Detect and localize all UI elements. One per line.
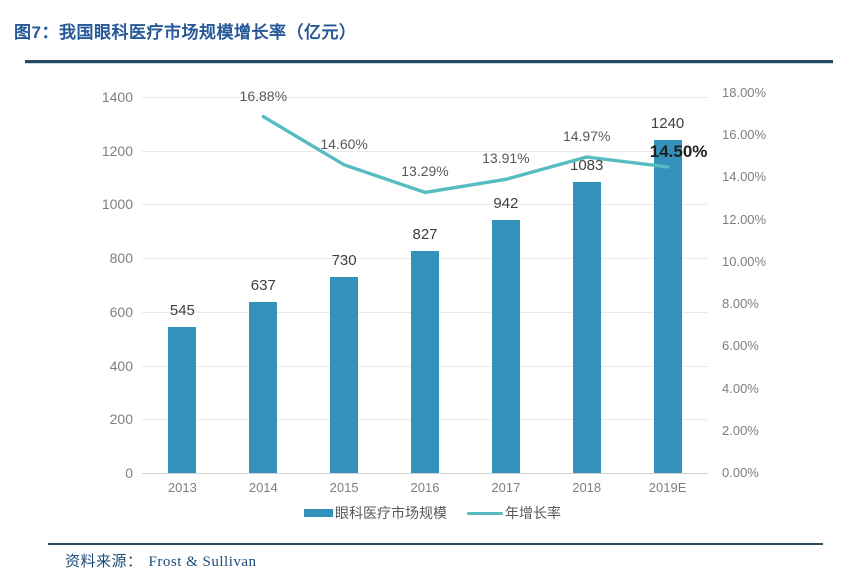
y-axis-right-label: 14.00% <box>722 169 767 185</box>
gridline <box>142 150 708 152</box>
bar <box>168 326 197 473</box>
header-rule-shadow <box>25 63 833 64</box>
line-point-label: 13.29% <box>401 163 449 180</box>
bar <box>330 276 359 473</box>
gridline <box>142 97 708 98</box>
bar <box>572 182 601 473</box>
y-axis-right-label: 4.00% <box>722 380 759 396</box>
y-axis-right-label: 0.00% <box>722 465 759 480</box>
x-axis-label: 2013 <box>167 480 197 495</box>
gridline <box>142 204 708 206</box>
y-axis-right-label: 16.00% <box>722 127 767 143</box>
legend-item-growth-rate: 年增长率 <box>467 503 561 523</box>
footer-rule <box>48 543 823 545</box>
y-axis-left-label: 200 <box>109 411 133 428</box>
gridline <box>142 473 708 474</box>
x-axis-label: 2018 <box>572 480 602 495</box>
line-point-label: 14.50% <box>649 142 708 161</box>
source-label: 资料来源： <box>65 554 143 570</box>
y-axis-left-label: 1200 <box>101 142 133 159</box>
bar-value-label: 730 <box>331 251 357 269</box>
x-axis-label: 2017 <box>491 480 521 495</box>
y-axis-right-label: 10.00% <box>722 253 767 269</box>
y-axis-left-label: 1000 <box>101 196 133 213</box>
y-axis-left-label: 800 <box>109 250 133 267</box>
y-axis-left-label: 0 <box>125 465 133 481</box>
y-axis-left-label: 1400 <box>101 89 133 105</box>
line-point-label: 14.60% <box>320 135 368 152</box>
y-axis-right-label: 2.00% <box>722 422 759 438</box>
legend-bar-label: 眼科医疗市场规模 <box>335 505 447 521</box>
legend-line-label: 年增长率 <box>505 505 561 521</box>
line-point-label: 14.97% <box>562 128 611 144</box>
bar-value-label: 637 <box>250 276 276 294</box>
line-point-label: 13.91% <box>482 150 530 167</box>
source-note: 资料来源： Frost & Sullivan <box>65 550 257 571</box>
chart-legend: 眼科医疗市场规模 年增长率 <box>0 503 865 523</box>
y-axis-right-label: 12.00% <box>722 211 767 227</box>
source-value: Frost & Sullivan <box>148 554 257 570</box>
legend-line-swatch <box>467 511 503 515</box>
bar <box>249 301 278 473</box>
line-point-label: 16.88% <box>239 87 288 104</box>
y-axis-left-label: 600 <box>109 303 133 320</box>
x-axis-label: 2015 <box>329 480 359 495</box>
y-axis-left-label: 400 <box>109 357 133 374</box>
y-axis-right-label: 18.00% <box>722 85 767 100</box>
bar-value-label: 942 <box>493 195 519 212</box>
bar-value-label: 1083 <box>570 157 604 175</box>
bar-value-label: 545 <box>169 301 195 319</box>
chart-title: 图7：我国眼科医疗市场规模增长率（亿元） <box>14 23 357 42</box>
bar-value-label: 1240 <box>650 115 685 132</box>
y-axis-right-label: 6.00% <box>722 338 759 354</box>
x-axis-label: 2014 <box>248 480 278 495</box>
header-rule <box>25 60 833 63</box>
x-axis-label: 2019E <box>648 480 687 495</box>
bar-value-label: 827 <box>412 225 438 243</box>
x-axis-label: 2016 <box>410 480 440 495</box>
bar <box>653 140 682 473</box>
legend-item-market-size: 眼科医疗市场规模 <box>304 503 447 523</box>
bar <box>491 220 520 473</box>
bar <box>411 250 439 473</box>
legend-bar-swatch <box>304 509 333 517</box>
y-axis-right-label: 8.00% <box>722 296 759 312</box>
